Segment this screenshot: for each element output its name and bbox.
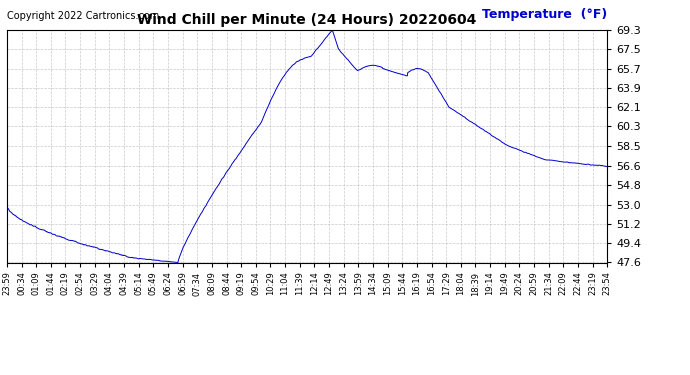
Text: Copyright 2022 Cartronics.com: Copyright 2022 Cartronics.com <box>7 11 159 21</box>
Text: Temperature  (°F): Temperature (°F) <box>482 8 607 21</box>
Title: Wind Chill per Minute (24 Hours) 20220604: Wind Chill per Minute (24 Hours) 2022060… <box>137 13 477 27</box>
